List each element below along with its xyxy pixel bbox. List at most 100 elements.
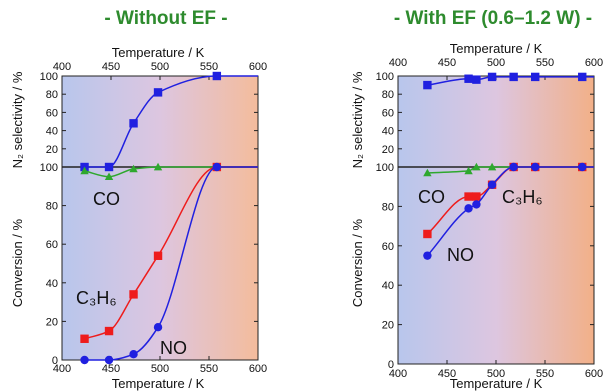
chart-right-n2-selectivity-point bbox=[472, 75, 481, 84]
chart-right-co-point bbox=[487, 162, 497, 171]
chart-left-n2-selectivity-point bbox=[104, 162, 114, 172]
chart-left-bottom-xtick-label: 450 bbox=[102, 363, 120, 375]
chart-left-no-point bbox=[153, 322, 163, 332]
chart-right-top-ytick-label: 60 bbox=[382, 107, 394, 119]
chart-left-top-ytick-label: 80 bbox=[46, 89, 58, 101]
chart-right-plot-background bbox=[398, 76, 594, 364]
chart-left-co-point bbox=[153, 162, 163, 171]
chart-right-bottom-xlabel: Temperature / K bbox=[450, 376, 543, 391]
chart-right-label-no: NO bbox=[447, 245, 474, 265]
chart-right-bottom-xtick-label: 400 bbox=[389, 368, 407, 380]
chart-left-conversion-ylabel: Conversion / % bbox=[10, 218, 25, 307]
chart-left-n2-selectivity-point bbox=[212, 71, 222, 81]
chart-right-no-point bbox=[423, 251, 432, 260]
chart-right-ch-point bbox=[464, 192, 473, 201]
chart-left-bottom-xtick-label: 500 bbox=[151, 363, 169, 375]
chart-right-bottom-ytick-label: 40 bbox=[382, 280, 394, 292]
chart-left-co-point bbox=[80, 166, 89, 175]
chart-left-bottom-ytick-label: 100 bbox=[40, 162, 58, 174]
chart-right-title: - With EF (0.6–1.2 W) - bbox=[394, 8, 592, 29]
chart-left-label-c3h6: C₃H₆ bbox=[76, 288, 117, 308]
chart-right-top-ytick-label: 40 bbox=[382, 126, 394, 138]
chart-left-co-point bbox=[129, 164, 138, 173]
chart-right-top-xtick-label: 450 bbox=[438, 57, 456, 69]
chart-left-top-ytick-label: 20 bbox=[46, 144, 58, 156]
chart-left-co-point bbox=[104, 172, 114, 181]
chart-left-bottom-xtick-label: 400 bbox=[53, 363, 71, 375]
chart-right-bottom-xtick-label: 600 bbox=[585, 368, 603, 380]
chart-left-ch-point bbox=[129, 290, 138, 299]
chart-left-bottom-xtick-label: 600 bbox=[249, 363, 267, 375]
chart-left-n2-selectivity-point bbox=[129, 119, 138, 128]
chart-left-ch-point bbox=[153, 251, 163, 260]
chart-left-ch-point bbox=[104, 326, 114, 336]
chart-right-n2-selectivity-point bbox=[531, 72, 540, 82]
chart-left-ch-point bbox=[80, 334, 89, 343]
chart-left-top-xlabel: Temperature / K bbox=[112, 45, 205, 60]
chart-left-no-point bbox=[129, 350, 138, 359]
chart-right-bottom-xtick-label: 500 bbox=[487, 368, 505, 380]
chart-left-top-xtick-label: 400 bbox=[53, 61, 71, 73]
chart-left: - Without EF - Temperature / K Temperatu… bbox=[10, 8, 267, 391]
chart-right-n2-selectivity-point bbox=[423, 80, 432, 90]
chart-right: - With EF (0.6–1.2 W) - Temperature / K … bbox=[350, 8, 603, 391]
chart-right-label-co: CO bbox=[418, 187, 445, 207]
chart-left-n2-selectivity-point bbox=[153, 88, 163, 97]
chart-left-top-ytick-label: 60 bbox=[46, 107, 58, 119]
chart-left-top-ytick-label: 40 bbox=[46, 126, 58, 138]
chart-right-bottom-xtick-label: 450 bbox=[438, 368, 456, 380]
chart-left-no-point bbox=[212, 162, 222, 172]
chart-right-selectivity-ylabel: N₂ selectivity / % bbox=[350, 71, 365, 168]
chart-right-n2-selectivity-point bbox=[578, 72, 587, 82]
chart-right-top-xtick-label: 550 bbox=[536, 57, 554, 69]
chart-right-top-xtick-label: 600 bbox=[585, 57, 603, 69]
chart-left-bottom-ytick-label: 60 bbox=[46, 239, 58, 251]
chart-left-selectivity-ylabel: N₂ selectivity / % bbox=[10, 71, 25, 168]
chart-left-label-co: CO bbox=[93, 189, 120, 209]
chart-left-title: - Without EF - bbox=[104, 8, 227, 29]
chart-right-bottom-ytick-label: 60 bbox=[382, 241, 394, 253]
chart-right-ch-point bbox=[423, 229, 432, 239]
chart-left-top-xtick-label: 600 bbox=[249, 61, 267, 73]
chart-right-bottom-ytick-label: 0 bbox=[388, 359, 394, 371]
chart-right-top-xtick-label: 400 bbox=[389, 57, 407, 69]
chart-right-top-ytick-label: 20 bbox=[382, 144, 394, 156]
chart-right-n2-selectivity-point bbox=[509, 72, 518, 82]
chart-left-label-no: NO bbox=[160, 338, 187, 358]
chart-right-conversion-ylabel: Conversion / % bbox=[350, 218, 365, 307]
chart-right-bottom-ytick-label: 100 bbox=[376, 162, 394, 174]
chart-left-top-xtick-label: 550 bbox=[200, 61, 218, 73]
chart-right-bottom-ytick-label: 20 bbox=[382, 320, 394, 332]
chart-right-top-ytick-label: 80 bbox=[382, 89, 394, 101]
chart-right-no-point bbox=[531, 162, 540, 172]
chart-right-no-point bbox=[472, 200, 481, 209]
chart-left-ticks: 4004004504505005005505506006002040608010… bbox=[40, 61, 268, 375]
chart-left-series bbox=[80, 71, 258, 365]
chart-left-bottom-xtick-label: 550 bbox=[200, 363, 218, 375]
chart-right-ch-point bbox=[472, 192, 481, 201]
chart-left-bottom-ytick-label: 20 bbox=[46, 316, 58, 328]
chart-left-top-xtick-label: 500 bbox=[151, 61, 169, 73]
chart-right-no-point bbox=[509, 162, 518, 172]
chart-left-bottom-ytick-label: 0 bbox=[52, 355, 58, 367]
chart-right-no-point bbox=[487, 180, 497, 189]
chart-right-top-ytick-label: 100 bbox=[376, 71, 394, 83]
chart-left-no-point bbox=[80, 355, 89, 365]
chart-right-top-xtick-label: 500 bbox=[487, 57, 505, 69]
chart-left-no-point bbox=[104, 355, 114, 365]
chart-right-ticks: 4004004504505005005505506006002040608010… bbox=[376, 57, 604, 380]
chart-right-label-c3h6: C₃H₆ bbox=[502, 187, 543, 207]
chart-left-bottom-ytick-label: 40 bbox=[46, 278, 58, 290]
chart-right-series bbox=[423, 72, 594, 260]
chart-left-bottom-xlabel: Temperature / K bbox=[112, 376, 205, 391]
chart-right-top-xlabel: Temperature / K bbox=[450, 41, 543, 56]
chart-left-plot-background bbox=[62, 76, 258, 360]
chart-right-no-point bbox=[578, 162, 587, 172]
chart-right-n2-selectivity-point bbox=[487, 72, 497, 82]
chart-right-co-point bbox=[464, 166, 473, 175]
chart-left-top-xtick-label: 450 bbox=[102, 61, 120, 73]
chart-right-n2-selectivity-point bbox=[464, 74, 473, 83]
chart-right-no-point bbox=[464, 204, 473, 213]
chart-right-bottom-xtick-label: 550 bbox=[536, 368, 554, 380]
